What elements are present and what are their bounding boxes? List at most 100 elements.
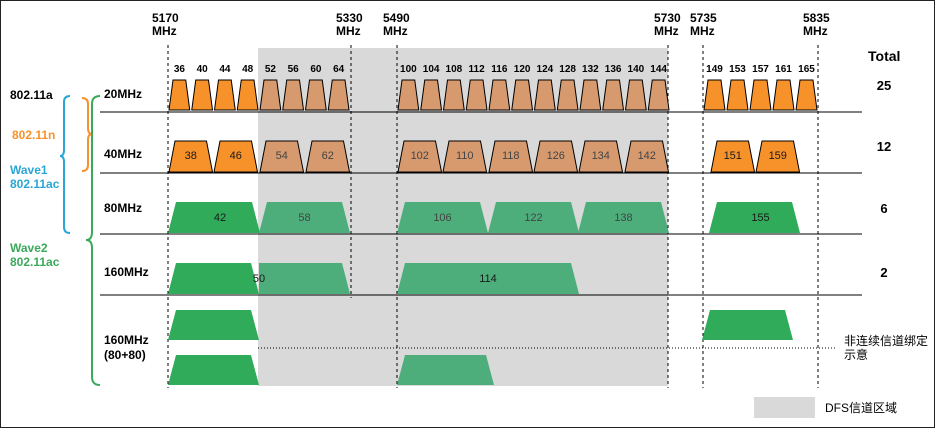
channel-20-136	[602, 79, 625, 111]
row-total-2: 6	[880, 201, 887, 216]
channel-20-36	[168, 79, 191, 111]
channel-80-label-106: 106	[433, 212, 451, 224]
freq-5170: 5170 MHz	[152, 11, 179, 38]
channel-8080-b-top	[702, 310, 793, 340]
channel-20-40	[191, 79, 214, 111]
freq-5490: 5490 MHz	[383, 11, 410, 38]
channel-20-56	[282, 79, 305, 111]
channel-80-155	[709, 202, 800, 233]
row-label-2: 80MHz	[104, 201, 142, 215]
channel-20-116	[488, 79, 511, 111]
legend-dfs-label: DFS信道区域	[825, 401, 897, 415]
channel-20-label-165: 165	[798, 64, 815, 75]
channel-20-label-136: 136	[605, 64, 622, 75]
channel-160-label-114: 114	[479, 273, 497, 285]
bracket-wave2	[85, 95, 101, 386]
channel-8080-b-bottom	[397, 355, 494, 385]
channel-20-132	[579, 79, 602, 111]
row-label-3: 160MHz	[104, 265, 149, 279]
freq-5735: 5735 MHz	[690, 11, 717, 38]
channel-20-label-100: 100	[400, 64, 417, 75]
label-80211a: 802.11a	[10, 88, 53, 102]
note-text: 非连续信道绑定示意	[844, 333, 928, 362]
channel-20-label-112: 112	[469, 64, 486, 75]
freq-5835: 5835 MHz	[803, 11, 830, 38]
channel-20-100	[397, 79, 420, 111]
channel-40-62	[305, 140, 351, 173]
label-wave2: Wave2 802.11ac	[10, 241, 60, 269]
row-total-0: 25	[877, 78, 891, 93]
channel-40-label-159: 159	[769, 150, 787, 162]
channel-20-120	[511, 79, 534, 111]
non-contiguous-note: 非连续信道绑定示意	[844, 333, 928, 362]
channel-20-label-153: 153	[729, 64, 746, 75]
channel-20-label-48: 48	[242, 64, 254, 75]
channel-40-142	[624, 140, 670, 173]
channel-20-label-144: 144	[650, 64, 667, 75]
channel-40-38	[168, 140, 214, 173]
channel-160-label-50: 50	[253, 273, 265, 285]
channel-20-144	[647, 79, 670, 111]
channel-20-label-36: 36	[174, 64, 186, 75]
channel-20-label-40: 40	[197, 64, 209, 75]
label-80211n: 802.11n	[12, 128, 55, 142]
row-labels: 20MHz 25 40MHz 12 80MHz 6 160MHz 2 160MHz (80+80)	[104, 78, 891, 362]
channel-40-label-134: 134	[592, 150, 610, 162]
row-label-4: 160MHz (80+80)	[104, 333, 149, 362]
channel-20-label-44: 44	[219, 64, 231, 75]
channel-40-159	[755, 140, 801, 173]
channel-20-153	[726, 79, 749, 111]
channel-40-label-46: 46	[230, 150, 242, 162]
channel-80-label-122: 122	[524, 212, 542, 224]
channel-80-label-58: 58	[298, 212, 310, 224]
channel-40-110	[442, 140, 488, 173]
channel-160-114	[397, 263, 579, 294]
channel-40-label-62: 62	[322, 150, 334, 162]
row-separators	[100, 111, 862, 296]
channel-40-54	[259, 140, 305, 173]
channel-40-label-118: 118	[502, 150, 520, 162]
channel-20-label-120: 120	[514, 64, 531, 75]
channel-20-label-116: 116	[491, 64, 508, 75]
standard-brackets	[59, 95, 101, 386]
freq-5730: 5730 MHz	[654, 11, 681, 38]
bracket-wave1	[59, 95, 71, 234]
channel-20-52	[259, 79, 282, 111]
channel-80-42	[168, 202, 260, 233]
channel-20-label-56: 56	[288, 64, 300, 75]
channel-80-label-155: 155	[751, 212, 769, 224]
channel-20-label-157: 157	[752, 64, 769, 75]
channel-20-label-104: 104	[423, 64, 440, 75]
channel-80-122	[488, 202, 579, 233]
channel-20-44	[213, 79, 236, 111]
channel-40-label-142: 142	[638, 150, 656, 162]
channel-160-50-part-a	[168, 263, 259, 294]
row-total-3: 2	[880, 265, 887, 280]
channel-40-134	[578, 140, 624, 173]
channel-40-118	[488, 140, 534, 173]
row-total-1: 12	[877, 139, 891, 154]
channel-40-label-54: 54	[276, 150, 288, 162]
channel-40-label-110: 110	[456, 150, 474, 162]
row-label-1: 40MHz	[104, 147, 142, 161]
channel-80-106	[397, 202, 488, 233]
channel-40-label-38: 38	[185, 150, 197, 162]
freq-5330: 5330 MHz	[336, 11, 363, 38]
dfs-region-gap	[350, 48, 397, 386]
channel-20-64	[327, 79, 350, 111]
channel-20-128	[556, 79, 579, 111]
channel-80-58	[259, 202, 350, 233]
channel-20-108	[442, 79, 465, 111]
channel-20-112	[465, 79, 488, 111]
channel-40-126	[533, 140, 579, 173]
channel-80-138	[578, 202, 669, 233]
channel-40-label-151: 151	[724, 150, 742, 162]
channel-20-label-132: 132	[582, 64, 599, 75]
label-wave2-text: Wave2 802.11ac	[10, 241, 60, 269]
label-wave1-text: Wave1 802.11ac	[10, 163, 60, 191]
channel-40-46	[213, 140, 259, 173]
channel-40-label-126: 126	[547, 150, 565, 162]
channel-20-161	[772, 79, 795, 111]
channel-20-label-60: 60	[310, 64, 322, 75]
